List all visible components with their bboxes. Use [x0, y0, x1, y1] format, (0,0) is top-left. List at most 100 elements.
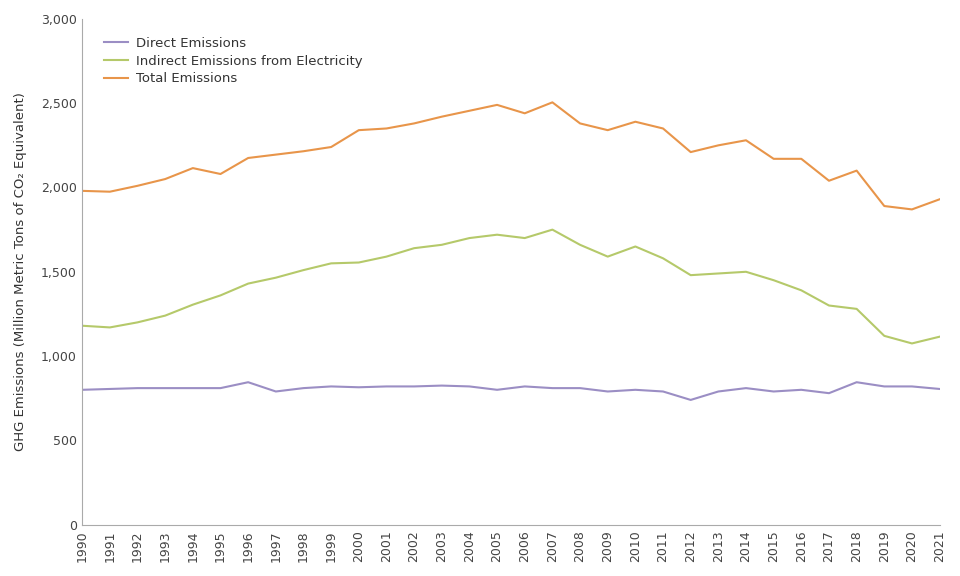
Indirect Emissions from Electricity	[796, 287, 807, 294]
Total Emissions	[796, 156, 807, 162]
Direct Emissions	[768, 388, 780, 395]
Indirect Emissions from Electricity	[740, 268, 752, 275]
Indirect Emissions from Electricity	[132, 319, 143, 326]
Total Emissions	[740, 137, 752, 144]
Indirect Emissions from Electricity	[270, 274, 281, 281]
Total Emissions	[215, 170, 227, 177]
Direct Emissions	[851, 379, 862, 386]
Direct Emissions	[159, 385, 171, 392]
Indirect Emissions from Electricity	[658, 255, 669, 262]
Indirect Emissions from Electricity	[684, 272, 696, 279]
Direct Emissions	[492, 386, 503, 393]
Indirect Emissions from Electricity	[242, 280, 253, 287]
Direct Emissions	[77, 386, 88, 393]
Total Emissions	[270, 151, 281, 158]
Direct Emissions	[630, 386, 641, 393]
Direct Emissions	[298, 385, 309, 392]
Total Emissions	[492, 101, 503, 108]
Direct Emissions	[906, 383, 918, 390]
Total Emissions	[878, 203, 890, 210]
Indirect Emissions from Electricity	[77, 323, 88, 329]
Indirect Emissions from Electricity	[408, 245, 420, 252]
Total Emissions	[298, 148, 309, 155]
Direct Emissions	[712, 388, 724, 395]
Indirect Emissions from Electricity	[906, 340, 918, 347]
Indirect Emissions from Electricity	[824, 302, 835, 309]
Direct Emissions	[878, 383, 890, 390]
Total Emissions	[325, 143, 337, 150]
Indirect Emissions from Electricity	[104, 324, 115, 331]
Indirect Emissions from Electricity	[712, 270, 724, 277]
Direct Emissions	[325, 383, 337, 390]
Total Emissions	[851, 167, 862, 174]
Direct Emissions	[104, 385, 115, 392]
Indirect Emissions from Electricity	[602, 253, 613, 260]
Indirect Emissions from Electricity	[187, 301, 199, 308]
Total Emissions	[712, 142, 724, 149]
Total Emissions	[519, 110, 531, 117]
Direct Emissions	[464, 383, 475, 390]
Total Emissions	[824, 177, 835, 184]
Indirect Emissions from Electricity	[325, 260, 337, 267]
Direct Emissions	[215, 385, 227, 392]
Direct Emissions	[934, 385, 946, 392]
Total Emissions	[768, 156, 780, 162]
Direct Emissions	[132, 385, 143, 392]
Indirect Emissions from Electricity	[546, 226, 558, 233]
Total Emissions	[630, 118, 641, 125]
Y-axis label: GHG Emissions (Million Metric Tons of CO₂ Equivalent): GHG Emissions (Million Metric Tons of CO…	[13, 92, 27, 451]
Direct Emissions	[187, 385, 199, 392]
Total Emissions	[187, 165, 199, 172]
Legend: Direct Emissions, Indirect Emissions from Electricity, Total Emissions: Direct Emissions, Indirect Emissions fro…	[97, 31, 369, 92]
Total Emissions	[684, 149, 696, 156]
Indirect Emissions from Electricity	[464, 234, 475, 241]
Indirect Emissions from Electricity	[878, 332, 890, 339]
Total Emissions	[906, 206, 918, 213]
Total Emissions	[132, 183, 143, 190]
Total Emissions	[77, 187, 88, 194]
Indirect Emissions from Electricity	[298, 267, 309, 274]
Total Emissions	[353, 127, 365, 134]
Direct Emissions	[602, 388, 613, 395]
Total Emissions	[658, 125, 669, 132]
Total Emissions	[546, 99, 558, 106]
Line: Direct Emissions: Direct Emissions	[83, 382, 940, 400]
Total Emissions	[159, 176, 171, 183]
Indirect Emissions from Electricity	[492, 231, 503, 238]
Direct Emissions	[408, 383, 420, 390]
Indirect Emissions from Electricity	[574, 241, 586, 248]
Total Emissions	[381, 125, 393, 132]
Total Emissions	[436, 113, 447, 120]
Indirect Emissions from Electricity	[768, 276, 780, 283]
Direct Emissions	[546, 385, 558, 392]
Indirect Emissions from Electricity	[630, 243, 641, 250]
Direct Emissions	[740, 385, 752, 392]
Indirect Emissions from Electricity	[353, 259, 365, 266]
Total Emissions	[408, 120, 420, 127]
Direct Emissions	[270, 388, 281, 395]
Indirect Emissions from Electricity	[381, 253, 393, 260]
Direct Emissions	[381, 383, 393, 390]
Direct Emissions	[574, 385, 586, 392]
Line: Total Emissions: Total Emissions	[83, 103, 940, 210]
Direct Emissions	[796, 386, 807, 393]
Direct Emissions	[519, 383, 531, 390]
Total Emissions	[934, 196, 946, 203]
Indirect Emissions from Electricity	[159, 312, 171, 319]
Indirect Emissions from Electricity	[519, 234, 531, 241]
Total Emissions	[104, 188, 115, 195]
Total Emissions	[464, 107, 475, 114]
Direct Emissions	[824, 390, 835, 397]
Total Emissions	[574, 120, 586, 127]
Direct Emissions	[684, 396, 696, 403]
Indirect Emissions from Electricity	[215, 292, 227, 299]
Direct Emissions	[658, 388, 669, 395]
Direct Emissions	[436, 382, 447, 389]
Direct Emissions	[353, 384, 365, 391]
Indirect Emissions from Electricity	[934, 334, 946, 340]
Indirect Emissions from Electricity	[851, 305, 862, 312]
Total Emissions	[242, 154, 253, 161]
Indirect Emissions from Electricity	[436, 241, 447, 248]
Line: Indirect Emissions from Electricity: Indirect Emissions from Electricity	[83, 230, 940, 343]
Direct Emissions	[242, 379, 253, 386]
